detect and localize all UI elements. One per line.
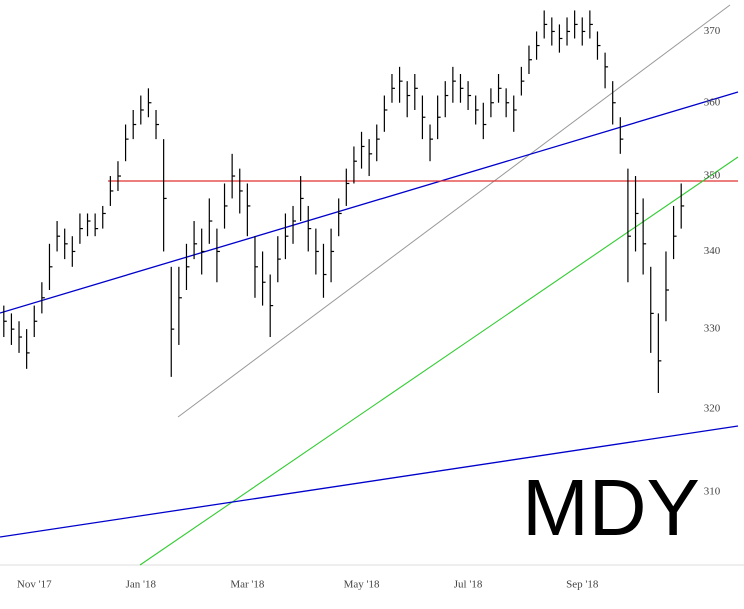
- y-tick-label: 360: [704, 96, 721, 108]
- y-tick-label: 320: [704, 403, 721, 415]
- y-tick-label: 370: [704, 25, 721, 37]
- x-tick-label: Mar '18: [230, 579, 265, 591]
- trend-line: [139, 156, 739, 566]
- trend-line: [0, 91, 739, 314]
- y-tick-label: 350: [704, 170, 721, 182]
- y-tick-label: 310: [704, 485, 721, 497]
- chart-title: MDY: [522, 463, 700, 552]
- y-tick-label: 340: [704, 245, 721, 257]
- x-tick-label: Sep '18: [566, 579, 599, 591]
- x-tick-label: Nov '17: [17, 579, 52, 591]
- trend-line: [0, 425, 739, 538]
- x-tick-label: Jan '18: [126, 579, 157, 591]
- y-tick-label: 330: [704, 323, 721, 335]
- trend-line: [177, 4, 731, 418]
- x-tick-label: May '18: [344, 579, 380, 591]
- x-tick-label: Jul '18: [454, 579, 483, 591]
